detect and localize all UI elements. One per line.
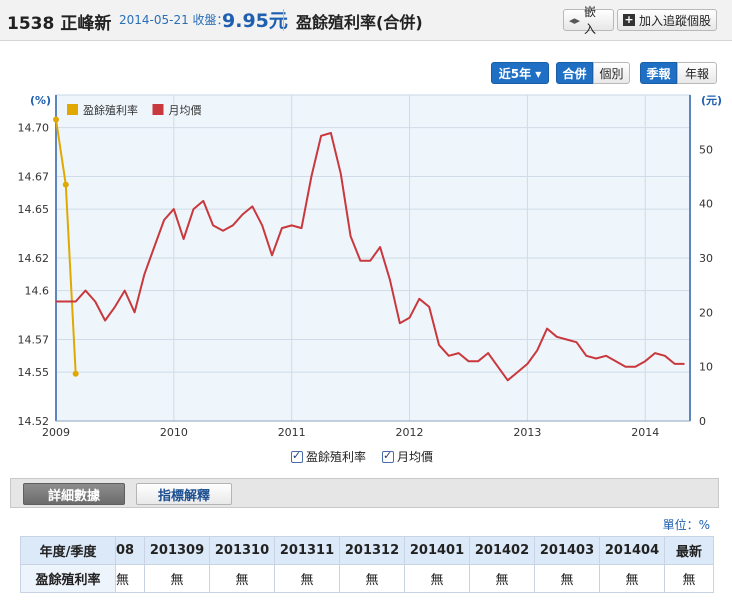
table-row-label: 盈餘殖利率 <box>20 564 116 593</box>
right-tick-label: 40 <box>699 198 713 211</box>
table-header-row: 年度/季度 08 201309 201310 201311 201312 201… <box>20 536 714 565</box>
table-cell: 無 <box>339 564 405 593</box>
annual-toggle[interactable]: 年報 <box>677 62 717 84</box>
left-tick-label: 14.67 <box>18 171 50 184</box>
header-divider <box>283 9 284 31</box>
stock-title: 1538 正峰新 <box>7 9 111 34</box>
x-tick-label: 2011 <box>278 426 306 439</box>
embed-button[interactable]: ◂▸ 嵌入 <box>563 5 614 36</box>
left-tick-label: 14.52 <box>18 415 50 428</box>
left-tick-label: 14.70 <box>18 122 50 135</box>
right-tick-label: 50 <box>699 143 713 156</box>
page-title: 盈餘殖利率(合併) <box>296 13 423 32</box>
yield-checkbox[interactable] <box>291 449 303 463</box>
yield-toggle[interactable]: 盈餘殖利率 <box>291 448 366 465</box>
table-col-latest: 最新 <box>664 536 714 565</box>
price-checkbox[interactable] <box>382 449 394 463</box>
legend-label-1: 月均價 <box>169 103 202 117</box>
table-col: 201403 <box>534 536 600 565</box>
tab-bar: 詳細數據 指標解釋 <box>10 478 719 508</box>
page-header: 1538 正峰新 2014-05-21 收盤： 9.95元 盈餘殖利率(合併) ◂… <box>0 0 732 41</box>
series-line-1 <box>56 132 685 382</box>
table-row: 盈餘殖利率 無 無 無 無 無 無 無 無 無 無 <box>20 564 714 593</box>
right-tick-label: 20 <box>699 306 713 319</box>
yield-price-chart: 14.52 14.55 14.57 14.6 14.62 14.65 14.67 14.70 0… <box>18 94 723 439</box>
table-cell: 無 <box>144 564 210 593</box>
table-col: 201402 <box>469 536 535 565</box>
table-col: 201312 <box>339 536 405 565</box>
legend-swatch-1 <box>152 104 164 115</box>
yield-toggle-label: 盈餘殖利率 <box>306 450 367 464</box>
x-tick-label: 2014 <box>631 426 659 439</box>
table-cell: 無 <box>209 564 275 593</box>
legend-swatch-0 <box>67 104 78 115</box>
table-col: 201310 <box>209 536 275 565</box>
tab-detail-data[interactable]: 詳細數據 <box>23 483 125 505</box>
data-table: 年度/季度 08 201309 201310 201311 201312 201… <box>20 536 714 593</box>
price-toggle-label: 月均價 <box>397 450 434 464</box>
unit-label: 單位：% <box>662 518 710 532</box>
table-col: 201311 <box>274 536 340 565</box>
table-cell: 無 <box>664 564 714 593</box>
arrows-icon: ◂▸ <box>569 13 581 27</box>
table-cell: 無 <box>534 564 600 593</box>
individual-toggle[interactable]: 個別 <box>593 62 630 84</box>
table-cell: 無 <box>115 564 145 593</box>
range-dropdown[interactable]: 近5年 ▾ <box>491 62 549 84</box>
x-tick-label: 2013 <box>513 426 541 439</box>
series-point-0 <box>72 370 79 377</box>
table-cell: 無 <box>599 564 665 593</box>
left-axis-unit: (%) <box>30 94 51 107</box>
close-date-label: 2014-05-21 收盤： <box>119 13 229 27</box>
left-tick-label: 14.62 <box>18 252 50 265</box>
right-tick-label: 0 <box>699 415 706 428</box>
plus-icon: + <box>623 13 635 26</box>
add-tracking-button[interactable]: + 加入追蹤個股 <box>617 9 717 31</box>
x-tick-label: 2012 <box>396 426 424 439</box>
embed-label: 嵌入 <box>584 5 597 36</box>
quarterly-toggle[interactable]: 季報 <box>640 62 677 84</box>
table-cell: 無 <box>404 564 470 593</box>
table-cell: 無 <box>274 564 340 593</box>
close-price: 9.95元 <box>222 10 288 32</box>
left-tick-label: 14.55 <box>18 366 50 379</box>
table-col: 201401 <box>404 536 470 565</box>
table-cell: 無 <box>469 564 535 593</box>
left-tick-label: 14.57 <box>18 334 50 347</box>
table-col: 201404 <box>599 536 665 565</box>
table-col-cut: 08 <box>115 536 145 565</box>
left-tick-label: 14.6 <box>25 285 50 298</box>
table-col: 201309 <box>144 536 210 565</box>
left-tick-label: 14.65 <box>18 203 50 216</box>
right-tick-label: 10 <box>699 361 713 374</box>
series-point-0 <box>62 181 69 188</box>
x-tick-label: 2010 <box>160 426 188 439</box>
add-tracking-label: 加入追蹤個股 <box>639 13 712 28</box>
consolidated-toggle[interactable]: 合併 <box>556 62 593 84</box>
right-axis-unit: (元) <box>701 94 722 107</box>
stock-name: 正峰新 <box>60 14 112 34</box>
x-tick-label: 2009 <box>42 426 70 439</box>
stock-code: 1538 <box>7 14 55 34</box>
series-point-0 <box>53 116 59 123</box>
price-toggle[interactable]: 月均價 <box>382 448 433 465</box>
right-tick-label: 30 <box>699 252 713 265</box>
legend-label-0: 盈餘殖利率 <box>83 103 138 117</box>
tab-indicator-explain[interactable]: 指標解釋 <box>136 483 232 505</box>
table-row-header: 年度/季度 <box>20 536 116 565</box>
